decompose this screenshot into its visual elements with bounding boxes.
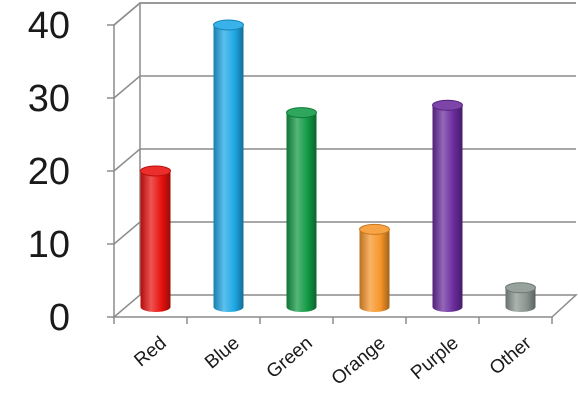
x-tick-label: Blue [201,333,244,374]
y-tick-label: 20 [28,151,70,193]
y-tick-labels: 0 10 20 30 40 [28,5,70,339]
bar-cap [505,282,536,294]
gridline [113,2,576,26]
bars [140,19,536,312]
bar-purple [432,99,463,312]
gridline [113,148,576,172]
bar-body [140,171,171,312]
bar-cap [213,19,244,31]
y-tick-label: 10 [28,224,70,266]
bar-body [286,112,317,312]
bar-cap [286,107,317,119]
bar-cap [432,99,463,111]
x-tick-labels: Red Blue Green Orange Purple Other [113,317,553,390]
bar-blue [213,19,244,312]
bar-body [505,287,536,312]
bar-cap [140,165,171,177]
gridline [113,75,576,99]
bar-green [286,107,317,312]
bar-body [432,105,463,312]
y-tick-label: 0 [49,297,70,339]
chart-walls [111,2,578,318]
bar-red [140,165,171,312]
x-tick-label: Red [131,333,171,371]
bar-body [213,25,244,312]
bar-cap [359,223,390,235]
bar-orange [359,223,390,312]
back-wall-top [113,2,576,26]
gridlines [107,2,576,318]
bar-body [359,229,390,312]
x-tick-label: Green [263,333,317,383]
x-tick-label: Orange [328,333,390,390]
x-tick-label: Other [486,332,536,379]
y-tick-label: 30 [28,78,70,120]
x-tick-label: Purple [407,333,463,384]
bar-other [505,282,536,312]
y-tick-label: 40 [28,5,70,47]
gridline [113,221,576,245]
